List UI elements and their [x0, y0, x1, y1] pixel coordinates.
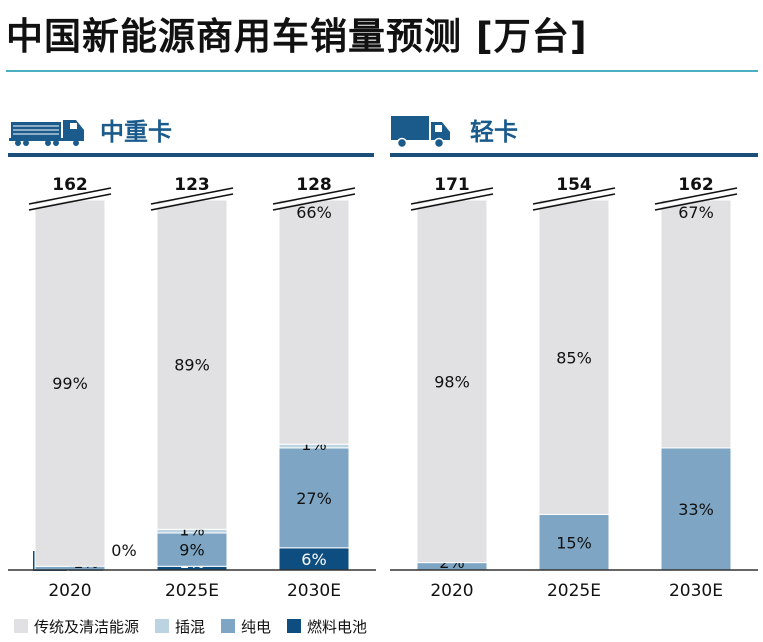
section-rule-light: [390, 153, 758, 157]
data-label-bev: 15%: [556, 533, 592, 552]
legend-item-traditional: 传统及清洁能源: [14, 616, 139, 637]
axis-break-mark: [410, 193, 494, 211]
total-label: 162: [52, 175, 88, 195]
data-label-fcev: 6%: [301, 550, 326, 569]
axis-break-gap: [411, 189, 493, 209]
category-label: 2025E: [165, 581, 219, 600]
section-label-light: 轻卡: [470, 118, 518, 146]
axis-break-gap: [273, 189, 355, 209]
bar-segment-traditional: [34, 199, 106, 567]
axis-break-mark: [532, 187, 616, 205]
category-label: 2030E: [287, 581, 341, 600]
data-label-traditional: 85%: [556, 348, 592, 367]
legend-label: 燃料电池: [307, 617, 368, 636]
chart-heavy: 0%1%0%99%16220201%9%1%89%1232025E6%27%1%…: [8, 175, 376, 600]
axis-break-mark: [150, 187, 234, 205]
legend-label: 传统及清洁能源: [34, 617, 140, 636]
axis-break-gap: [151, 189, 233, 209]
bar-segment-bev: [156, 532, 228, 567]
legend-item-phev: 插混: [155, 616, 205, 637]
total-label: 171: [434, 175, 470, 195]
data-label-traditional: 89%: [174, 356, 210, 375]
data-label-traditional: 67%: [678, 203, 714, 222]
title-rule: [6, 70, 758, 72]
axis-break-mark: [28, 187, 112, 205]
data-label-bev: 27%: [296, 489, 332, 508]
total-label: 154: [556, 175, 592, 195]
legend-label: 插混: [175, 617, 206, 636]
data-label-phev: 0%: [111, 541, 136, 560]
axis-break-gap: [655, 189, 737, 209]
section-head-light: 轻卡: [390, 108, 760, 149]
category-label: 2025E: [547, 581, 601, 600]
bar-segment-traditional: [156, 199, 228, 530]
category-label: 2020: [430, 581, 473, 600]
bar-segment-bev: [660, 447, 732, 571]
legend-label: 纯电: [241, 617, 272, 636]
total-label: 162: [678, 175, 714, 195]
data-label-traditional: 99%: [52, 374, 88, 393]
bar-segment-traditional: [538, 199, 610, 515]
legend-swatch: [221, 619, 236, 633]
bar-segment-traditional: [416, 199, 488, 564]
axis-break-mark: [532, 193, 616, 211]
axis-break-mark: [272, 187, 356, 205]
legend-item-fcev: 燃料电池: [287, 616, 367, 637]
axis-break-mark: [28, 193, 112, 211]
data-label-traditional: 66%: [296, 203, 332, 222]
section-rule-heavy: [8, 153, 374, 157]
data-label-bev: 9%: [179, 541, 204, 560]
light-truck-icon: [391, 116, 450, 149]
bar-segment-traditional: [660, 199, 732, 449]
axis-break-mark: [272, 193, 356, 211]
heavy-truck-icon: [9, 120, 84, 146]
legend-swatch: [155, 619, 170, 633]
data-label-bev: 33%: [678, 500, 714, 519]
axis-break-mark: [150, 193, 234, 211]
axis-break-mark: [654, 193, 738, 211]
page-title: 中国新能源商用车销量预测 [万台]: [6, 15, 588, 58]
axis-break-mark: [410, 187, 494, 205]
axis-break-gap: [29, 189, 111, 209]
axis-break-mark: [654, 187, 738, 205]
legend: 传统及清洁能源 插混 纯电 燃料电池: [14, 616, 383, 636]
section-head-heavy: 中重卡: [8, 108, 378, 148]
legend-swatch: [14, 619, 28, 633]
axis-break-gap: [533, 189, 615, 209]
total-label: 123: [174, 175, 210, 195]
section-label-heavy: 中重卡: [100, 118, 172, 146]
legend-swatch: [287, 619, 302, 633]
bar-segment-traditional: [278, 199, 350, 445]
data-label-traditional: 98%: [434, 372, 470, 391]
total-label: 128: [296, 175, 332, 195]
category-label: 2030E: [669, 581, 723, 600]
legend-item-bev: 纯电: [221, 616, 271, 637]
category-label: 2020: [48, 581, 91, 600]
